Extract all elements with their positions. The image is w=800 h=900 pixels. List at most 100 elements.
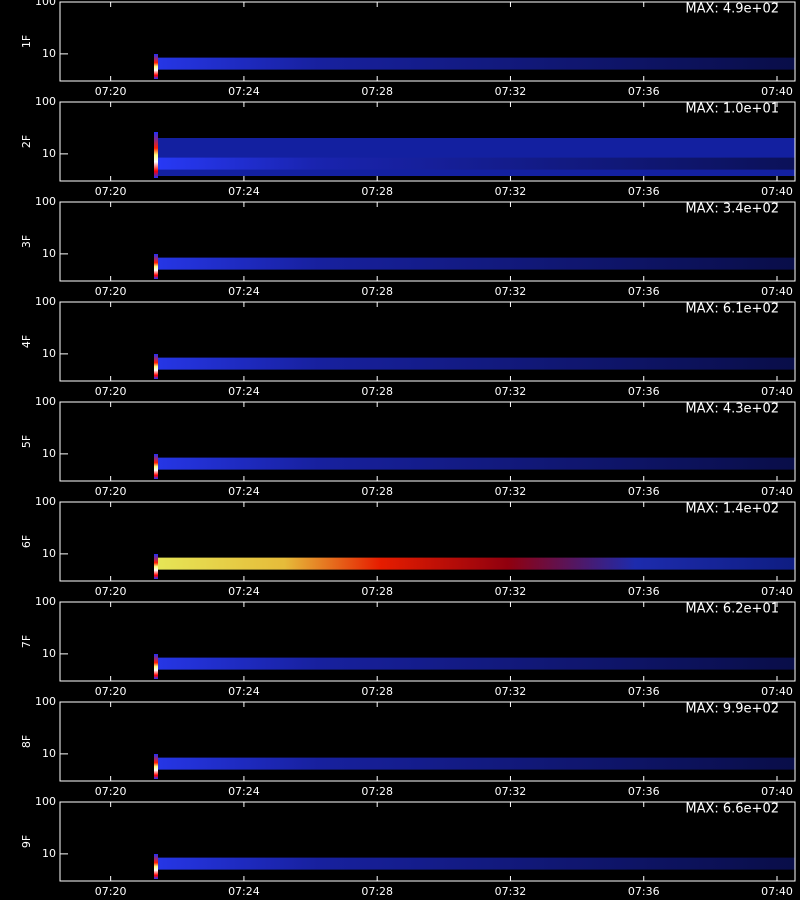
x-tick-label: 07:40 (761, 185, 793, 198)
y-axis-label: 5F (20, 435, 33, 448)
x-tick-label: 07:32 (495, 785, 527, 798)
x-tick-label: 07:28 (361, 285, 393, 298)
x-tick-label: 07:24 (228, 685, 260, 698)
x-tick-label: 07:20 (95, 485, 127, 498)
y-axis-label: 6F (20, 535, 33, 548)
plot-frame (59, 1, 796, 82)
plot-frame (59, 701, 796, 782)
x-tick-label: 07:40 (761, 385, 793, 398)
x-tick-label: 07:36 (628, 385, 660, 398)
spectrum-band (157, 157, 795, 170)
y-tick-label: 10 (42, 147, 56, 160)
x-tick-label: 07:40 (761, 85, 793, 98)
x-tick-label: 07:24 (228, 285, 260, 298)
x-tick-label: 07:32 (495, 185, 527, 198)
spectrum-spike (154, 654, 158, 679)
spectrum-band (157, 457, 795, 470)
y-tick-label: 10 (42, 247, 56, 260)
x-tick-label: 07:20 (95, 685, 127, 698)
spectrum-spike (154, 554, 158, 579)
y-tick-label: 100 (35, 0, 56, 8)
x-tick-label: 07:28 (361, 185, 393, 198)
y-tick-label: 10 (42, 447, 56, 460)
y-tick-label: 100 (35, 595, 56, 608)
x-tick-label: 07:24 (228, 85, 260, 98)
y-tick-label: 10 (42, 547, 56, 560)
y-tick-label: 100 (35, 195, 56, 208)
max-annotation: MAX: 1.0e+01 (685, 102, 779, 117)
x-tick-label: 07:32 (495, 685, 527, 698)
x-tick-label: 07:24 (228, 485, 260, 498)
x-tick-label: 07:40 (761, 885, 793, 898)
x-tick-label: 07:40 (761, 285, 793, 298)
x-tick-label: 07:36 (628, 785, 660, 798)
x-tick-label: 07:20 (95, 885, 127, 898)
x-tick-label: 07:20 (95, 285, 127, 298)
spectrum-spike (154, 254, 158, 279)
spectrum-spike (154, 354, 158, 379)
y-tick-label: 100 (35, 695, 56, 708)
max-annotation: MAX: 6.6e+02 (685, 802, 779, 817)
plot-frame (59, 301, 796, 382)
y-axis-label: 7F (20, 635, 33, 648)
y-tick-label: 100 (35, 395, 56, 408)
spectrum-spike (154, 454, 158, 479)
y-tick-label: 10 (42, 747, 56, 760)
y-axis-label: 1F (20, 35, 33, 48)
x-tick-label: 07:20 (95, 785, 127, 798)
spectrum-spike (154, 54, 158, 79)
x-tick-label: 07:20 (95, 85, 127, 98)
x-tick-label: 07:36 (628, 685, 660, 698)
x-tick-label: 07:24 (228, 885, 260, 898)
x-tick-label: 07:36 (628, 585, 660, 598)
max-annotation: MAX: 9.9e+02 (685, 702, 779, 717)
max-annotation: MAX: 4.3e+02 (685, 402, 779, 417)
spectrum-spike (154, 754, 158, 779)
spectrum-band (157, 557, 795, 570)
y-tick-label: 10 (42, 847, 56, 860)
plot-frame (59, 801, 796, 882)
y-axis-label: 9F (20, 835, 33, 848)
x-tick-label: 07:28 (361, 385, 393, 398)
x-tick-label: 07:32 (495, 85, 527, 98)
x-tick-label: 07:40 (761, 585, 793, 598)
spectrum-band (157, 857, 795, 870)
x-tick-label: 07:32 (495, 485, 527, 498)
plot-frame (59, 201, 796, 282)
y-tick-label: 10 (42, 647, 56, 660)
y-tick-label: 100 (35, 95, 56, 108)
spectrum-band (157, 657, 795, 670)
plot-frame (59, 501, 796, 582)
plot-frame (59, 101, 796, 182)
x-tick-label: 07:28 (361, 85, 393, 98)
max-annotation: MAX: 1.4e+02 (685, 502, 779, 517)
spectrum-band (157, 257, 795, 270)
y-axis-label: 4F (20, 335, 33, 348)
spectrum-band (157, 357, 795, 370)
x-tick-label: 07:20 (95, 385, 127, 398)
y-tick-label: 10 (42, 347, 56, 360)
x-tick-label: 07:24 (228, 785, 260, 798)
spectrum-band (157, 57, 795, 70)
spectrum-spike (154, 854, 158, 879)
x-tick-label: 07:24 (228, 185, 260, 198)
x-tick-label: 07:36 (628, 285, 660, 298)
x-tick-label: 07:24 (228, 385, 260, 398)
x-tick-label: 07:40 (761, 685, 793, 698)
spectrum-band (157, 757, 795, 770)
x-tick-label: 07:36 (628, 485, 660, 498)
max-annotation: MAX: 3.4e+02 (685, 202, 779, 217)
x-tick-label: 07:28 (361, 585, 393, 598)
x-tick-label: 07:32 (495, 885, 527, 898)
y-tick-label: 100 (35, 495, 56, 508)
plot-frame (59, 601, 796, 682)
y-tick-label: 100 (35, 795, 56, 808)
x-tick-label: 07:28 (361, 485, 393, 498)
y-tick-label: 100 (35, 295, 56, 308)
y-tick-label: 10 (42, 47, 56, 60)
x-tick-label: 07:28 (361, 685, 393, 698)
y-axis-label: 3F (20, 235, 33, 248)
x-tick-label: 07:20 (95, 585, 127, 598)
